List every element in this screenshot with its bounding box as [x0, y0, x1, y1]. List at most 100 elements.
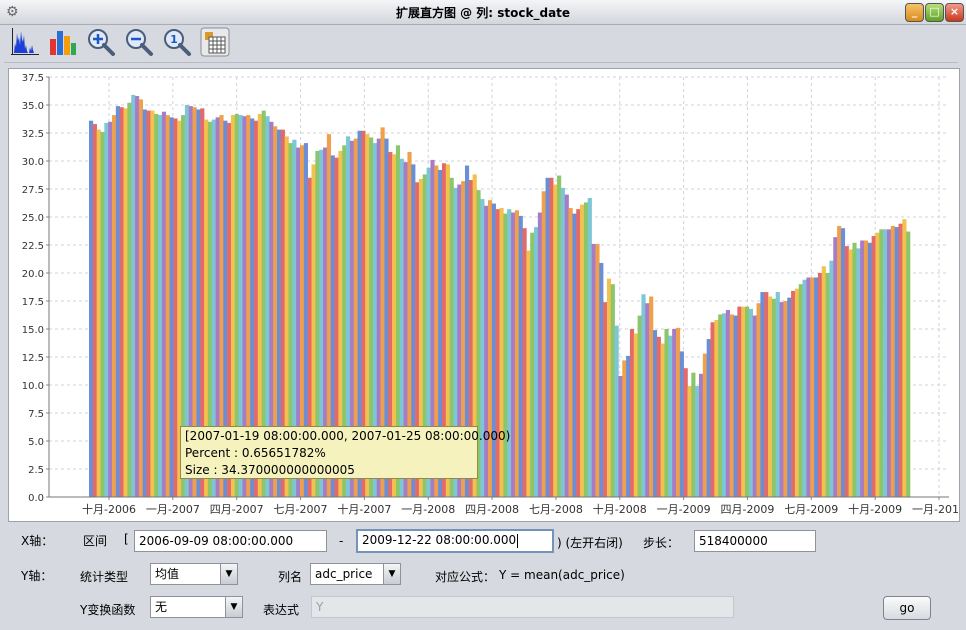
- histogram-bar[interactable]: [664, 329, 669, 497]
- histogram-bar[interactable]: [890, 225, 895, 497]
- go-button[interactable]: go: [883, 596, 931, 620]
- histogram-bar[interactable]: [127, 102, 132, 497]
- histogram-bar[interactable]: [675, 327, 681, 497]
- histogram-bar[interactable]: [135, 96, 140, 497]
- histogram-bar[interactable]: [652, 330, 658, 497]
- histogram-bar[interactable]: [200, 108, 205, 498]
- histogram-bar[interactable]: [518, 215, 523, 497]
- histogram-bar[interactable]: [779, 302, 784, 497]
- histogram-bar[interactable]: [457, 184, 462, 497]
- histogram-bar[interactable]: [150, 110, 155, 497]
- histogram-bar[interactable]: [89, 120, 94, 498]
- histogram-bar[interactable]: [756, 303, 761, 497]
- histogram-bar[interactable]: [376, 138, 381, 497]
- histogram-bar[interactable]: [530, 232, 535, 497]
- histogram-bar[interactable]: [507, 209, 512, 497]
- histogram-bar[interactable]: [752, 315, 757, 497]
- histogram-bar[interactable]: [557, 175, 562, 497]
- histogram-bar[interactable]: [733, 315, 738, 497]
- histogram-bar[interactable]: [161, 111, 167, 497]
- histogram-bar[interactable]: [821, 266, 826, 497]
- histogram-bar[interactable]: [464, 165, 470, 497]
- histogram-bar[interactable]: [802, 279, 807, 497]
- histogram-bar[interactable]: [234, 113, 239, 498]
- histogram-bar[interactable]: [829, 260, 834, 497]
- histogram-bar[interactable]: [165, 115, 170, 497]
- stat-type-select[interactable]: 均值 ▼: [150, 563, 238, 585]
- histogram-bar[interactable]: [603, 302, 608, 497]
- histogram-bar[interactable]: [844, 246, 849, 497]
- maximize-button[interactable]: □: [925, 3, 944, 22]
- histogram-bar[interactable]: [522, 228, 527, 497]
- histogram-bar[interactable]: [537, 212, 542, 497]
- histogram-bar[interactable]: [568, 208, 573, 498]
- histogram-chart[interactable]: 0.0 2.5 5.0 7.5 10.0 12.5 15.0 17.5 20.0 22.5 25.0…: [8, 68, 960, 522]
- histogram-bar[interactable]: [173, 118, 178, 497]
- histogram-bar[interactable]: [215, 117, 220, 497]
- histogram-bar[interactable]: [242, 116, 247, 497]
- histogram-bar[interactable]: [384, 138, 389, 497]
- histogram-bar[interactable]: [860, 240, 865, 497]
- histogram-bar[interactable]: [695, 386, 700, 497]
- histogram-bar[interactable]: [798, 284, 803, 497]
- histogram-bar[interactable]: [219, 115, 224, 497]
- histogram-bar[interactable]: [307, 177, 312, 498]
- table-icon[interactable]: [200, 27, 230, 57]
- zoom-in-icon[interactable]: [86, 27, 116, 57]
- histogram-bar[interactable]: [292, 139, 297, 497]
- histogram-bar[interactable]: [898, 223, 903, 497]
- histogram-bar[interactable]: [372, 143, 378, 497]
- histogram-bar[interactable]: [580, 204, 585, 497]
- histogram-bar[interactable]: [418, 178, 424, 498]
- histogram-bar[interactable]: [388, 152, 393, 497]
- histogram-bar[interactable]: [526, 250, 531, 497]
- histogram-bar[interactable]: [115, 106, 120, 497]
- histogram-bar[interactable]: [169, 117, 174, 497]
- histogram-bar[interactable]: [541, 191, 546, 497]
- histogram-bar[interactable]: [637, 315, 642, 497]
- histogram-bar[interactable]: [441, 163, 447, 497]
- histogram-bar[interactable]: [158, 115, 163, 497]
- histogram-bar[interactable]: [445, 164, 450, 498]
- histogram-bar[interactable]: [699, 373, 704, 497]
- histogram-bar[interactable]: [184, 105, 190, 497]
- histogram-bar[interactable]: [434, 165, 439, 497]
- histogram-bar[interactable]: [691, 372, 696, 497]
- histogram-bar[interactable]: [284, 136, 289, 498]
- histogram-bar[interactable]: [614, 325, 619, 497]
- histogram-bar[interactable]: [867, 242, 872, 497]
- histogram-bar[interactable]: [503, 213, 508, 497]
- histogram-bar[interactable]: [514, 210, 519, 497]
- histogram-bar[interactable]: [534, 227, 539, 497]
- histogram-bar[interactable]: [495, 209, 500, 497]
- histogram-bar[interactable]: [346, 136, 351, 498]
- histogram-bar[interactable]: [426, 167, 431, 497]
- histogram-bar[interactable]: [411, 164, 416, 498]
- histogram-bar[interactable]: [806, 277, 811, 497]
- histogram-bar[interactable]: [641, 294, 646, 497]
- histogram-bar[interactable]: [468, 180, 473, 497]
- histogram-bar[interactable]: [622, 360, 627, 497]
- histogram-bar[interactable]: [392, 154, 397, 497]
- histogram-bar[interactable]: [656, 336, 661, 497]
- histogram-bar[interactable]: [196, 109, 201, 498]
- histogram-bar[interactable]: [319, 149, 324, 498]
- chart-canvas[interactable]: 0.0 2.5 5.0 7.5 10.0 12.5 15.0 17.5 20.0 22.5 25.0…: [9, 69, 959, 521]
- histogram-bar[interactable]: [886, 229, 892, 497]
- histogram-bar[interactable]: [311, 164, 316, 498]
- histogram-bar[interactable]: [461, 181, 466, 497]
- histogram-bar[interactable]: [837, 225, 842, 497]
- histogram-bar[interactable]: [104, 122, 109, 498]
- histogram-bar[interactable]: [338, 150, 343, 498]
- histogram-bar[interactable]: [253, 120, 259, 498]
- histogram-bar[interactable]: [361, 130, 366, 497]
- histogram-bar[interactable]: [315, 150, 320, 498]
- histogram-bar[interactable]: [775, 292, 780, 497]
- histogram-bar[interactable]: [560, 187, 566, 497]
- histogram-bar[interactable]: [591, 243, 596, 497]
- histogram-bar[interactable]: [606, 278, 612, 497]
- histogram-bar[interactable]: [791, 290, 796, 497]
- histogram-bar[interactable]: [814, 277, 819, 497]
- histogram-bar[interactable]: [760, 292, 765, 497]
- histogram-bar[interactable]: [449, 177, 454, 498]
